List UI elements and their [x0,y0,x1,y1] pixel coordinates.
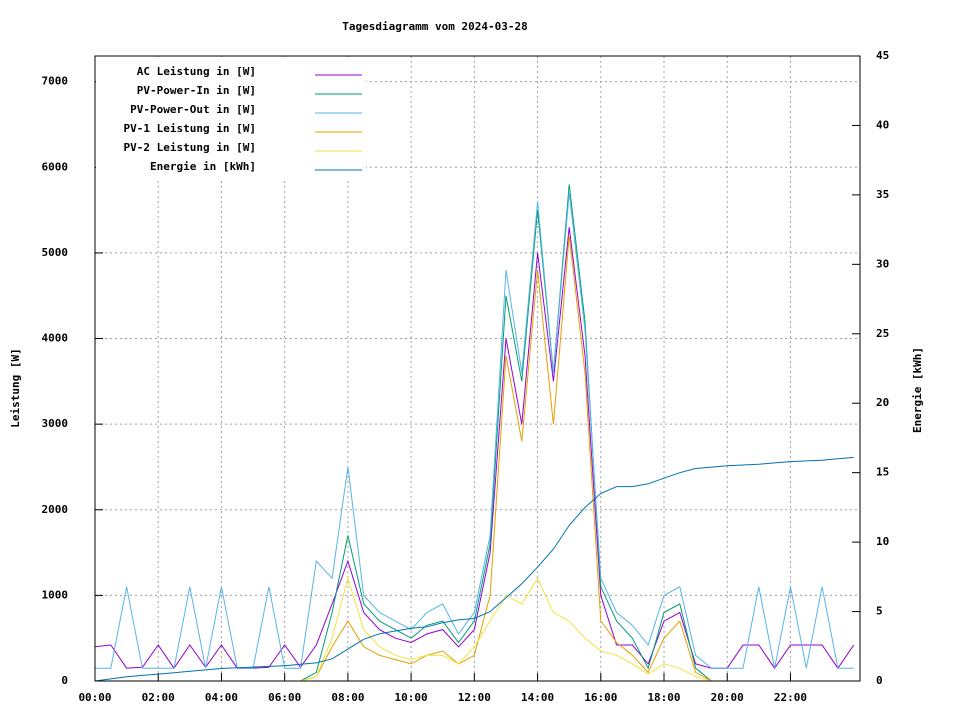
x-tick-label: 18:00 [647,691,680,704]
x-tick-label: 02:00 [142,691,175,704]
legend-label: Energie in [kWh] [150,160,256,173]
x-tick-label: 10:00 [395,691,428,704]
plot-border [94,55,861,682]
y2-tick-label: 45 [876,49,889,62]
x-tick-label: 06:00 [268,691,301,704]
y2-tick-label: 25 [876,327,889,340]
y-tick-label: 2000 [42,503,69,516]
y-tick-label: 5000 [42,246,69,259]
chart-title: Tagesdiagramm vom 2024-03-28 [342,20,527,33]
y-axis-label: Leistung [W] [9,348,22,427]
y2-tick-label: 15 [876,466,889,479]
y-tick-label: 0 [61,674,68,687]
x-tick-label: 14:00 [521,691,554,704]
y-tick-label: 4000 [42,332,69,345]
y-tick-label: 6000 [42,160,69,173]
series-line [95,192,854,669]
y2-tick-label: 35 [876,188,889,201]
x-tick-label: 16:00 [584,691,617,704]
series-line [94,456,854,682]
x-tick-label: 08:00 [331,691,364,704]
y2-tick-label: 40 [876,118,889,131]
x-tick-label: 20:00 [711,691,744,704]
x-tick-label: 00:00 [78,691,111,704]
y-tick-label: 3000 [42,417,69,430]
y2-axis-label: Energie [kWh] [911,347,924,433]
x-tick-label: 22:00 [774,691,807,704]
y2-tick-label: 5 [876,605,883,618]
legend-box [96,57,366,179]
legend-label: AC Leistung in [W] [137,65,256,78]
y2-tick-label: 30 [876,257,889,270]
y2-tick-label: 10 [876,535,889,548]
legend-label: PV-1 Leistung in [W] [124,122,256,135]
y-tick-label: 7000 [42,75,69,88]
y2-tick-label: 20 [876,396,889,409]
legend-label: PV-Power-In in [W] [137,84,256,97]
legend-label: PV-Power-Out in [W] [130,103,256,116]
x-tick-label: 04:00 [205,691,238,704]
y-tick-label: 1000 [42,588,69,601]
x-tick-label: 12:00 [458,691,491,704]
legend-label: PV-2 Leistung in [W] [124,141,256,154]
y2-tick-label: 0 [876,674,883,687]
